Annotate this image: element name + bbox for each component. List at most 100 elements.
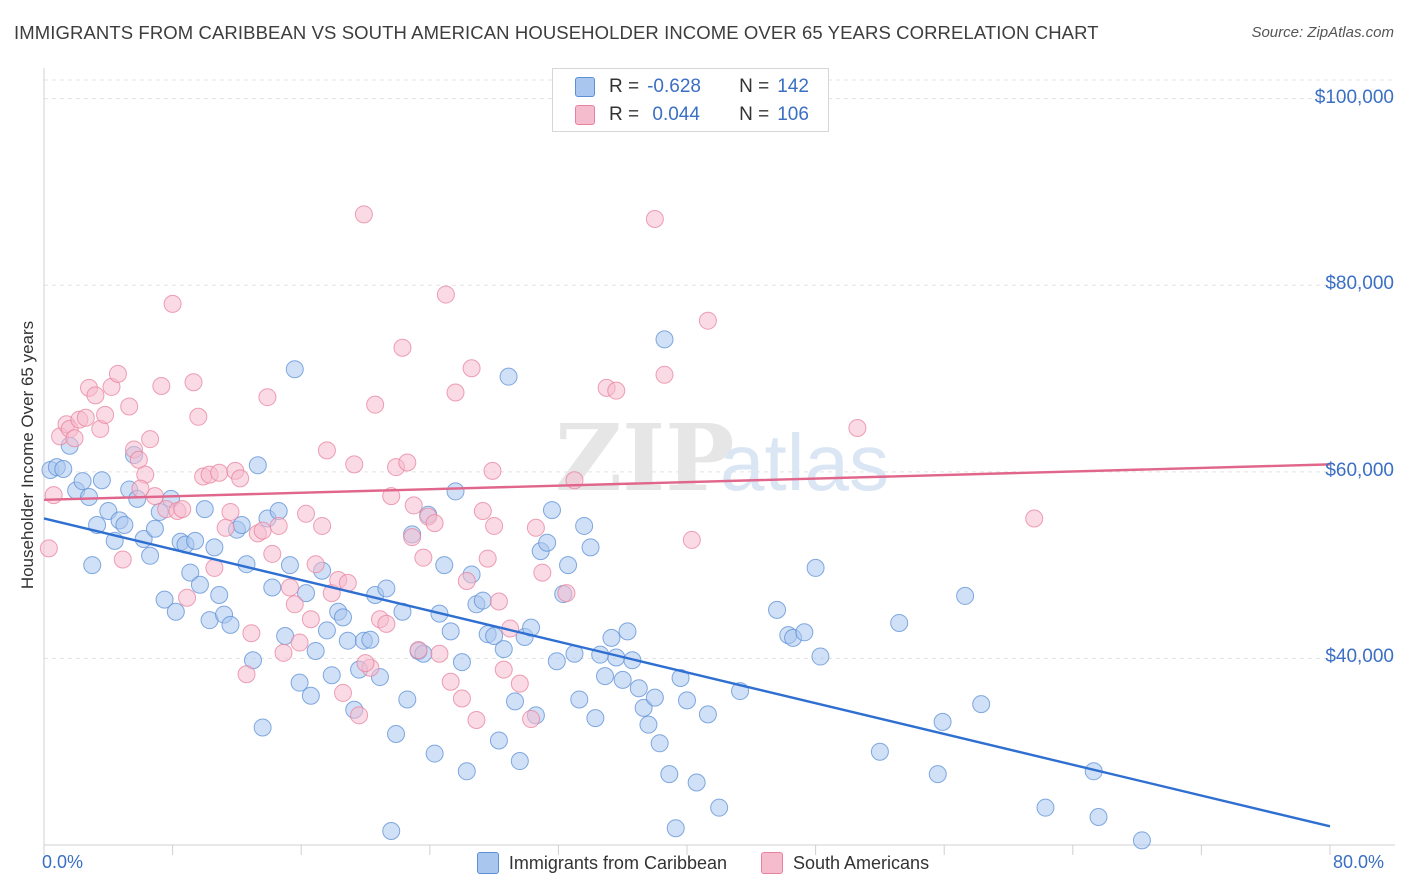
point-caribbean-139 (1132, 831, 1151, 850)
point-caribbean-76 (446, 482, 465, 501)
point-caribbean-75 (441, 622, 460, 641)
point-caribbean-83 (485, 627, 504, 646)
point-south-americans-72 (425, 514, 444, 533)
point-caribbean-18 (141, 546, 160, 565)
point-caribbean-48 (297, 584, 316, 603)
point-caribbean-99 (570, 690, 589, 709)
point-caribbean-55 (333, 608, 352, 627)
point-south-americans-63 (377, 614, 396, 633)
point-caribbean-115 (655, 330, 674, 349)
point-caribbean-105 (602, 628, 621, 647)
point-south-americans-80 (467, 710, 486, 729)
point-caribbean-45 (280, 556, 299, 575)
point-south-americans-50 (306, 555, 325, 574)
point-south-americans-89 (526, 518, 545, 537)
point-south-americans-101 (557, 584, 576, 603)
point-south-americans-96 (655, 365, 674, 384)
point-caribbean-130 (870, 742, 889, 761)
point-south-americans-7 (76, 408, 95, 427)
point-south-americans-100 (1025, 509, 1044, 528)
point-caribbean-97 (559, 556, 578, 575)
point-caribbean-113 (645, 688, 664, 707)
point-caribbean-100 (575, 516, 594, 535)
point-caribbean-108 (618, 622, 637, 641)
point-caribbean-138 (1089, 808, 1108, 827)
point-caribbean-134 (956, 586, 975, 605)
point-caribbean-40 (253, 718, 272, 737)
point-south-americans-5 (65, 429, 84, 448)
point-south-americans-88 (522, 710, 541, 729)
point-south-americans-48 (297, 504, 316, 523)
trend-line-caribbean (43, 517, 1331, 828)
point-south-americans-74 (436, 285, 455, 304)
point-south-americans-58 (350, 706, 369, 725)
point-south-americans-90 (533, 563, 552, 582)
point-south-americans-19 (141, 430, 160, 449)
legend-row-south-americans: R = 0.044 N = 106 (575, 104, 809, 126)
point-caribbean-84 (489, 731, 508, 750)
point-caribbean-63 (377, 579, 396, 598)
point-caribbean-120 (687, 773, 706, 792)
point-caribbean-112 (639, 715, 658, 734)
point-south-americans-69 (409, 641, 428, 660)
x-tick-label-min: 0.0% (42, 852, 84, 872)
point-south-americans-98 (698, 311, 717, 330)
point-south-americans-14 (113, 550, 132, 569)
point-south-americans-51 (313, 516, 332, 535)
point-south-americans-82 (478, 549, 497, 568)
point-caribbean-122 (710, 798, 729, 817)
point-south-americans-27 (184, 373, 203, 392)
legend-n-value-caribbean: 142 (777, 76, 809, 97)
y-tick-label-1: $60,000 (1325, 459, 1394, 481)
point-caribbean-136 (1036, 798, 1055, 817)
point-south-americans-99 (848, 418, 867, 437)
point-caribbean-111 (634, 698, 653, 717)
point-south-americans-79 (462, 359, 481, 378)
point-south-americans-66 (393, 338, 412, 357)
point-caribbean-7 (83, 556, 102, 575)
point-south-americans-77 (452, 689, 471, 708)
point-south-americans-75 (441, 672, 460, 691)
point-south-americans-105 (131, 479, 150, 498)
chart-title: IMMIGRANTS FROM CARIBBEAN VS SOUTH AMERI… (14, 22, 1099, 43)
point-south-americans-93 (607, 381, 626, 400)
point-south-americans-73 (430, 644, 449, 663)
point-caribbean-107 (613, 670, 632, 689)
legend-row-caribbean: R = -0.628 N = 142 (575, 76, 809, 98)
point-south-americans-40 (253, 521, 272, 540)
source-label: Source: ZipAtlas.com (1251, 24, 1394, 41)
point-caribbean-78 (457, 762, 476, 781)
point-south-americans-26 (178, 588, 197, 607)
point-caribbean-28 (190, 575, 209, 594)
point-caribbean-131 (890, 613, 909, 632)
series-legend: Immigrants from Caribbean South American… (0, 852, 1406, 874)
y-tick-label-3: $100,000 (1314, 86, 1394, 108)
y-axis-label: Householder Income Over 65 years (18, 320, 37, 590)
point-south-americans-55 (333, 683, 352, 702)
point-caribbean-77 (452, 653, 471, 672)
point-south-americans-13 (108, 364, 127, 383)
point-caribbean-65 (387, 724, 406, 743)
trend-line-south-americans (43, 463, 1331, 502)
point-caribbean-87 (505, 692, 524, 711)
point-caribbean-133 (933, 712, 952, 731)
point-south-americans-0 (39, 539, 58, 558)
point-south-americans-103 (483, 461, 502, 480)
point-caribbean-101 (581, 538, 600, 557)
point-south-americans-70 (414, 548, 433, 567)
legend-swatch-south-americans (575, 105, 595, 125)
point-caribbean-34 (221, 615, 240, 634)
point-south-americans-67 (398, 453, 417, 472)
legend-r-label-2: R = (609, 104, 640, 125)
point-caribbean-93 (538, 533, 557, 552)
point-south-americans-1 (44, 486, 63, 505)
point-caribbean-53 (322, 666, 341, 685)
point-caribbean-6 (80, 488, 99, 507)
point-caribbean-119 (678, 691, 696, 710)
point-caribbean-46 (285, 360, 304, 379)
point-caribbean-9 (92, 471, 111, 490)
point-caribbean-102 (586, 709, 605, 728)
legend-swatch-caribbean (575, 77, 595, 97)
trend-lines (43, 463, 1331, 828)
point-caribbean-114 (650, 734, 669, 753)
